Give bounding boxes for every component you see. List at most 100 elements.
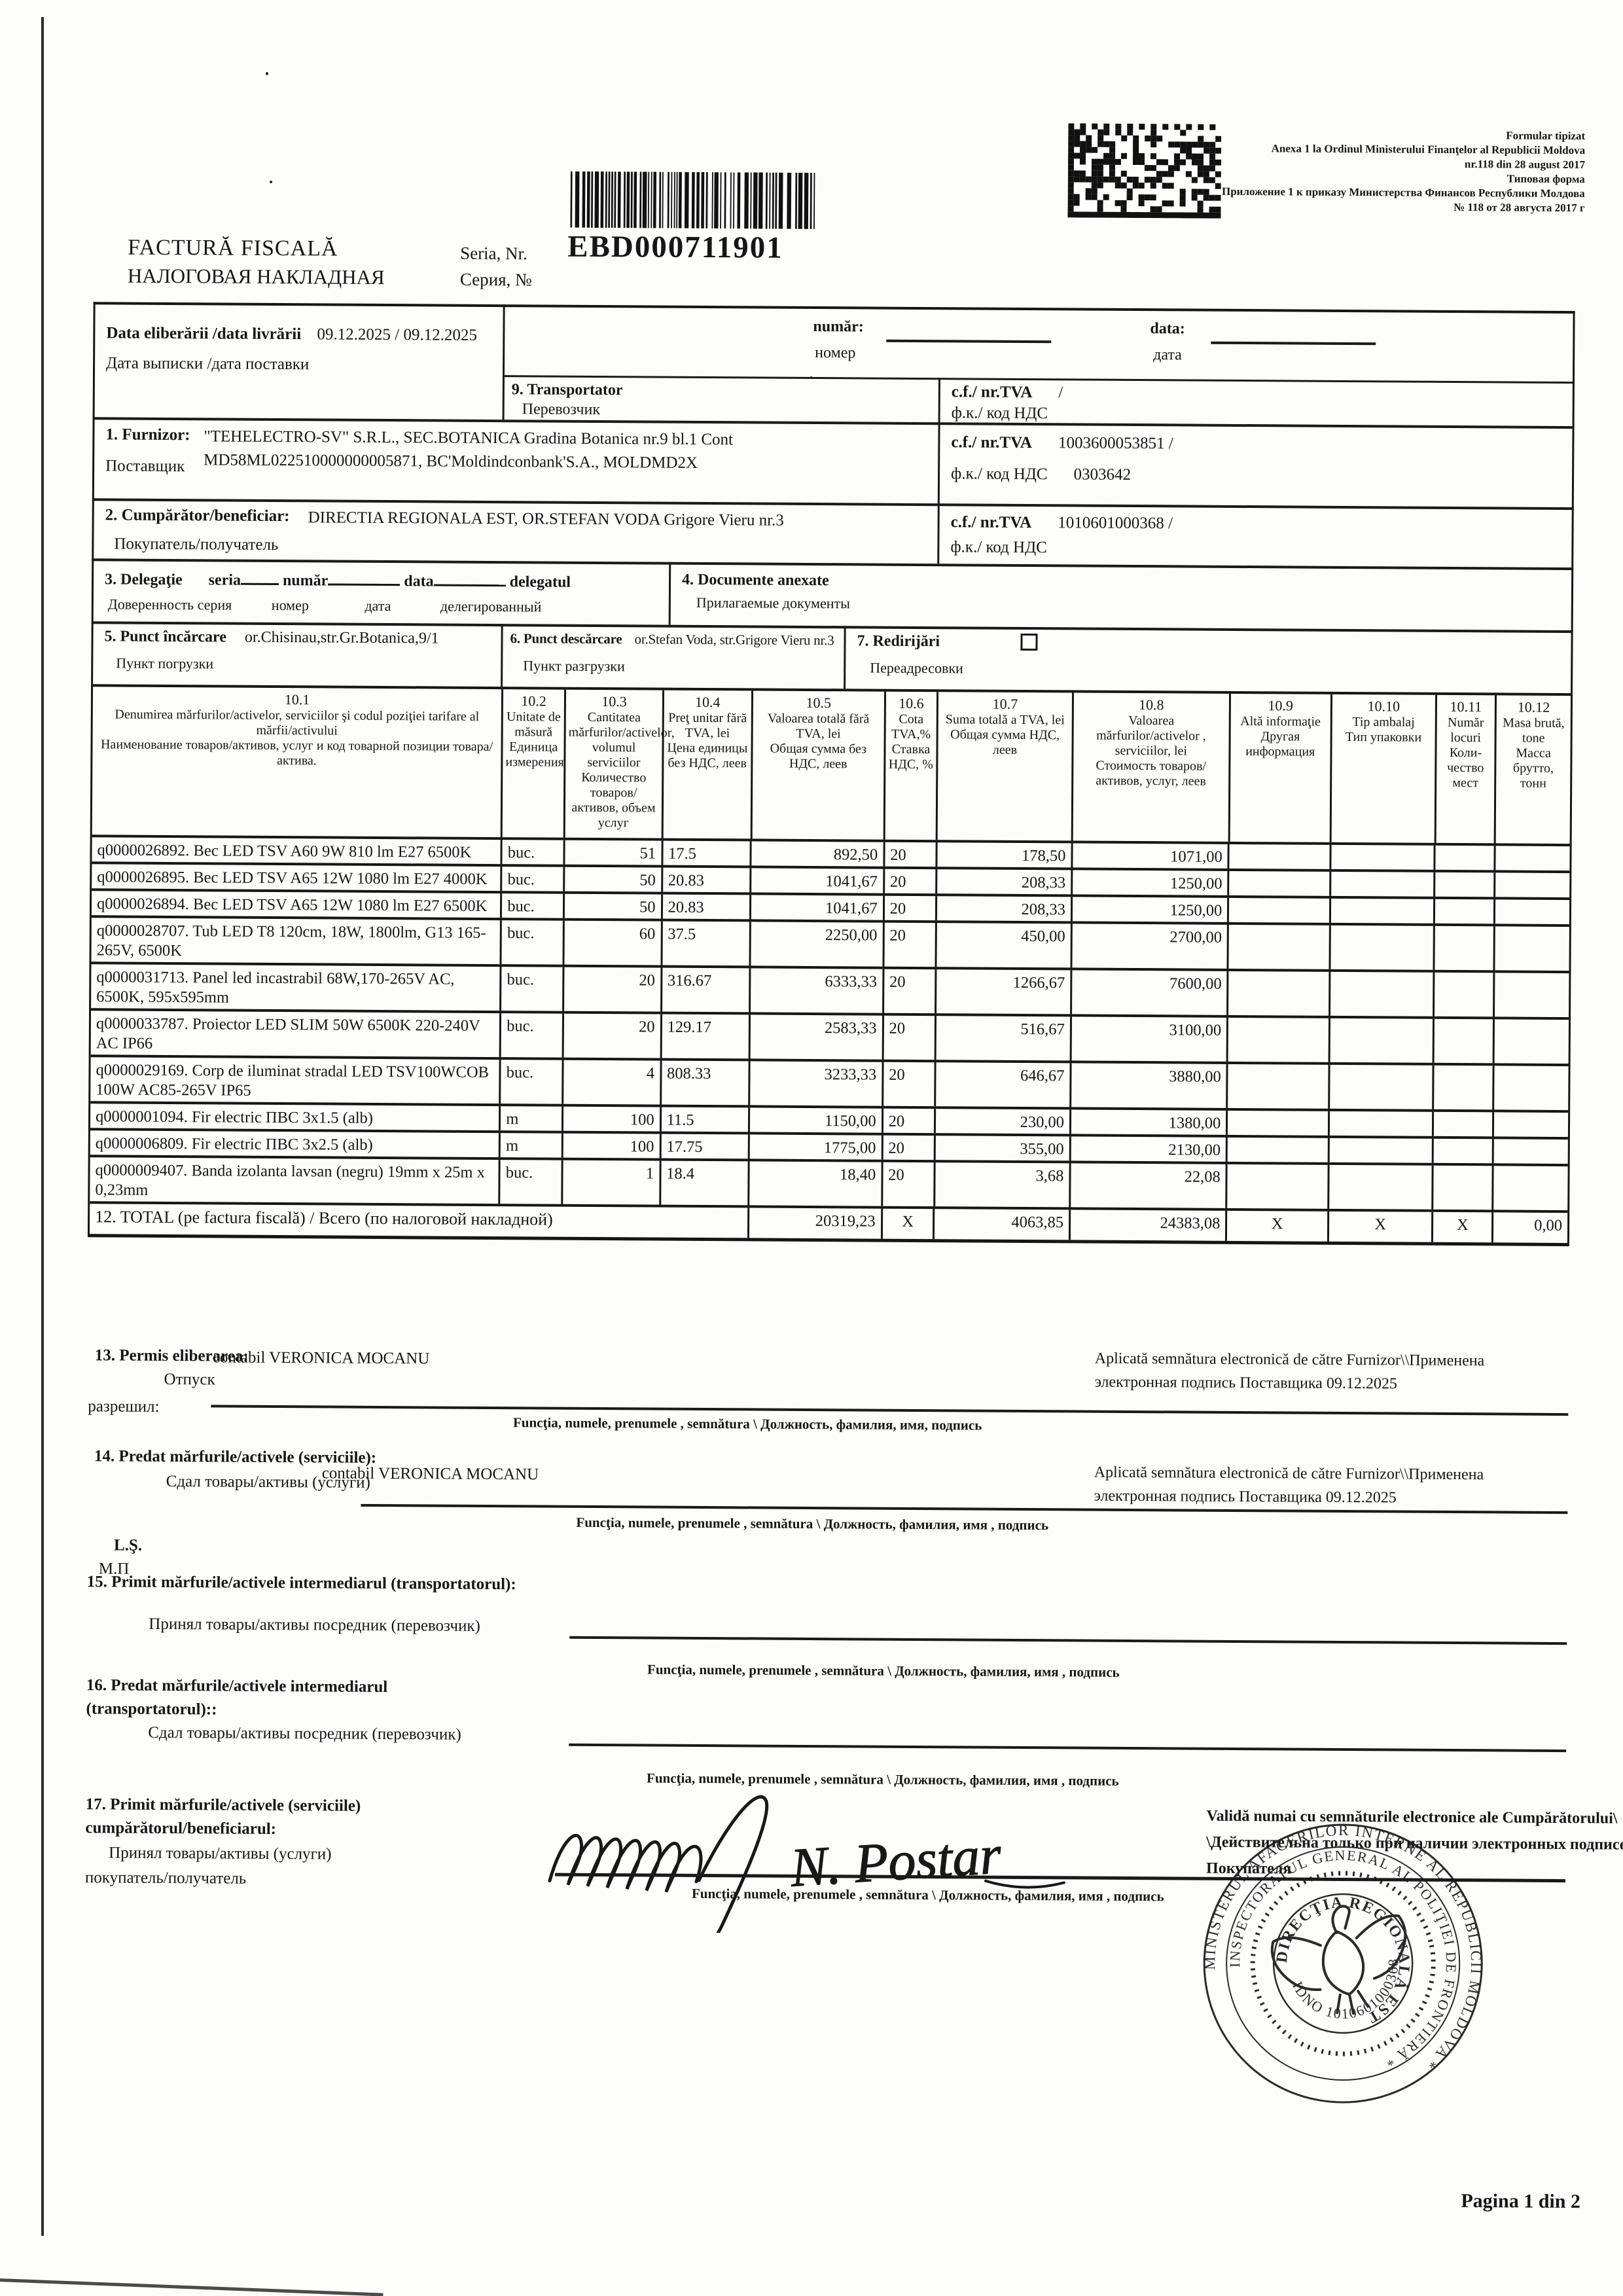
item-vat-cell: 20 xyxy=(881,1062,935,1107)
punct-incarcare-label-ru: Пункт погрузки xyxy=(116,655,214,672)
item-unit-cell: buc. xyxy=(499,967,563,1011)
cf-nds-value: 0303642 xyxy=(1073,465,1132,484)
item-vat-cell: 20 xyxy=(883,842,936,867)
seria-label-ru: Серия, № xyxy=(459,269,532,290)
barcode-icon xyxy=(570,171,815,230)
item-vat_sum-cell: 208,33 xyxy=(935,869,1071,895)
total-value-no-vat: 20319,23 xyxy=(747,1208,881,1239)
item-empty-cell xyxy=(1225,1137,1328,1162)
cumparator-label-ru: Покупатель/получатель xyxy=(114,535,279,554)
item-value_no_vat-cell: 892,50 xyxy=(749,841,883,867)
item-price-cell: 20.83 xyxy=(660,894,750,920)
column-header-10.9: 10.9 Altă informaţie Другая информация xyxy=(1228,693,1331,842)
item-vat-cell: 20 xyxy=(882,895,935,921)
item-unit-cell: buc. xyxy=(499,1060,562,1104)
item-empty-cell xyxy=(1329,898,1434,924)
item-value_no_vat-cell: 2583,33 xyxy=(748,1014,882,1060)
item-empty-cell xyxy=(1433,872,1494,897)
item-qty-cell: 4 xyxy=(562,1060,660,1105)
column-header-10.6: 10.6 Cota TVA,% Ставка НДС, % xyxy=(883,691,936,840)
item-vat_sum-cell: 208,33 xyxy=(935,896,1071,922)
column-header-10.8: 10.8 Valoarea mărfurilor/activelor , serv… xyxy=(1071,692,1229,842)
cf-tva-label: c.f./ nr.TVA xyxy=(951,433,1033,452)
stamp-eagle-icon xyxy=(1270,1905,1407,2015)
item-qty-cell: 20 xyxy=(562,967,661,1012)
item-empty-cell xyxy=(1227,897,1330,923)
item-empty-cell xyxy=(1328,1018,1433,1063)
applied-signature-line2: электронная подпись Поставщика 09.12.202… xyxy=(1094,1373,1397,1393)
item-value_total-cell: 1250,00 xyxy=(1070,897,1228,922)
signature-name: N. Postar xyxy=(788,1824,1003,1898)
total-locuri: X xyxy=(1431,1211,1492,1243)
item-qty-cell: 51 xyxy=(563,840,662,865)
datamatrix-code-icon xyxy=(1067,123,1222,219)
punct-descarcare-value: or.Stefan Voda, str.Grigore Vieru nr.3 xyxy=(634,631,834,649)
item-unit-cell: buc. xyxy=(498,1160,562,1204)
item-empty-cell xyxy=(1329,925,1434,970)
item-value_no_vat-cell: 18,40 xyxy=(747,1161,882,1206)
redirijari-label: 7. Redirijări xyxy=(857,632,940,651)
item-empty-cell xyxy=(1492,1066,1569,1111)
cf-tva-label: c.f./ nr.TVA xyxy=(950,513,1032,532)
item-empty-cell xyxy=(1328,971,1433,1016)
item-name-cell: q0000029169. Corp de iluminat stradal LE… xyxy=(96,1061,489,1100)
applied-signature-line1: Aplicată semnătura electronică de către … xyxy=(1094,1350,1485,1370)
item-value_no_vat-cell: 1041,67 xyxy=(749,868,883,893)
item-empty-cell xyxy=(1491,1166,1568,1211)
redirijari-checkbox[interactable] xyxy=(1020,633,1038,651)
cf-tva-label: c.f./ nr.TVA xyxy=(951,383,1033,402)
item-value_no_vat-cell: 2250,00 xyxy=(749,922,883,967)
item-value_total-cell: 3100,00 xyxy=(1069,1016,1227,1062)
item-qty-cell: 50 xyxy=(563,867,661,892)
item-qty-cell: 100 xyxy=(561,1106,660,1132)
numar-label: număr: xyxy=(813,318,864,336)
seria-label-ro: Seria, Nr. xyxy=(460,243,527,264)
item-empty-cell xyxy=(1493,872,1570,898)
furnizor-value: "TEHELECTRO-SV" S.R.L., SEC.BOTANICA Gra… xyxy=(204,427,734,472)
delegatie-label: 3. Delegaţie xyxy=(104,571,183,589)
item-price-cell: 129.17 xyxy=(660,1014,749,1059)
item-name-cell: q0000006809. Fir electric ПВС 3x2.5 (alb… xyxy=(95,1134,373,1154)
item-value_no_vat-cell: 3233,33 xyxy=(748,1061,882,1106)
item-value_no_vat-cell: 6333,33 xyxy=(749,968,883,1013)
delegatie-numar-label: număr xyxy=(282,572,329,590)
cumparator-value: DIRECTIA REGIONALA EST, OR.STEFAN VODA G… xyxy=(308,509,784,529)
item-empty-cell xyxy=(1433,845,1494,870)
item-vat_sum-cell: 450,00 xyxy=(934,923,1071,968)
item-value_total-cell: 3880,00 xyxy=(1069,1063,1226,1108)
border-police-stamp: MINISTERUL AFACERILOR INTERNE AL REPUBLI… xyxy=(1198,1819,1488,2109)
item-price-cell: 17.75 xyxy=(659,1134,749,1159)
item-empty-cell xyxy=(1329,871,1434,897)
delegatie-numar-blank xyxy=(328,567,401,586)
item-vat-cell: 20 xyxy=(882,1015,935,1060)
item-empty-cell xyxy=(1493,973,1569,1018)
item-price-cell: 20.83 xyxy=(660,867,750,893)
numar-label-ru: номер xyxy=(815,344,856,362)
section16-label1: 16. Predat mărfurile/activele intermedia… xyxy=(86,1676,388,1696)
item-value_total-cell: 2700,00 xyxy=(1070,924,1228,969)
cf-nds-label: ф.к./ код НДС xyxy=(951,404,1048,423)
item-empty-cell xyxy=(1327,1138,1433,1163)
scan-edge-line xyxy=(41,17,44,2236)
goods-table: 10.1 Denumirea mărfurilor/activelor, serv… xyxy=(87,684,1573,1247)
item-vat_sum-cell: 516,67 xyxy=(934,1016,1070,1061)
delegatie-label-ru: Доверенность серия xyxy=(107,596,232,613)
total-value: 24383,08 xyxy=(1068,1210,1226,1241)
item-empty-cell xyxy=(1227,870,1330,896)
item-empty-cell xyxy=(1493,846,1570,871)
redirijari-label-ru: Переадресовки xyxy=(870,659,963,677)
item-empty-cell xyxy=(1432,1065,1493,1110)
delegatie-numar-ru: номер xyxy=(271,596,309,614)
item-empty-cell xyxy=(1329,844,1435,870)
item-qty-cell: 20 xyxy=(562,1013,660,1058)
section15-label: 15. Primit mărfurile/activele intermedia… xyxy=(86,1573,516,1594)
item-empty-cell xyxy=(1433,972,1493,1017)
applied-signature-line1: Aplicată semnătura electronică de către … xyxy=(1094,1463,1484,1484)
documente-label-ru: Прилагаемые документы xyxy=(696,594,851,612)
total-ambalaj: X xyxy=(1327,1211,1432,1242)
item-empty-cell xyxy=(1492,1019,1569,1064)
item-qty-cell: 50 xyxy=(562,893,661,919)
column-header-10.1: 10.1 Denumirea mărfurilor/activelor, serv… xyxy=(100,691,493,768)
transportator-label: 9. Transportator xyxy=(511,381,623,399)
